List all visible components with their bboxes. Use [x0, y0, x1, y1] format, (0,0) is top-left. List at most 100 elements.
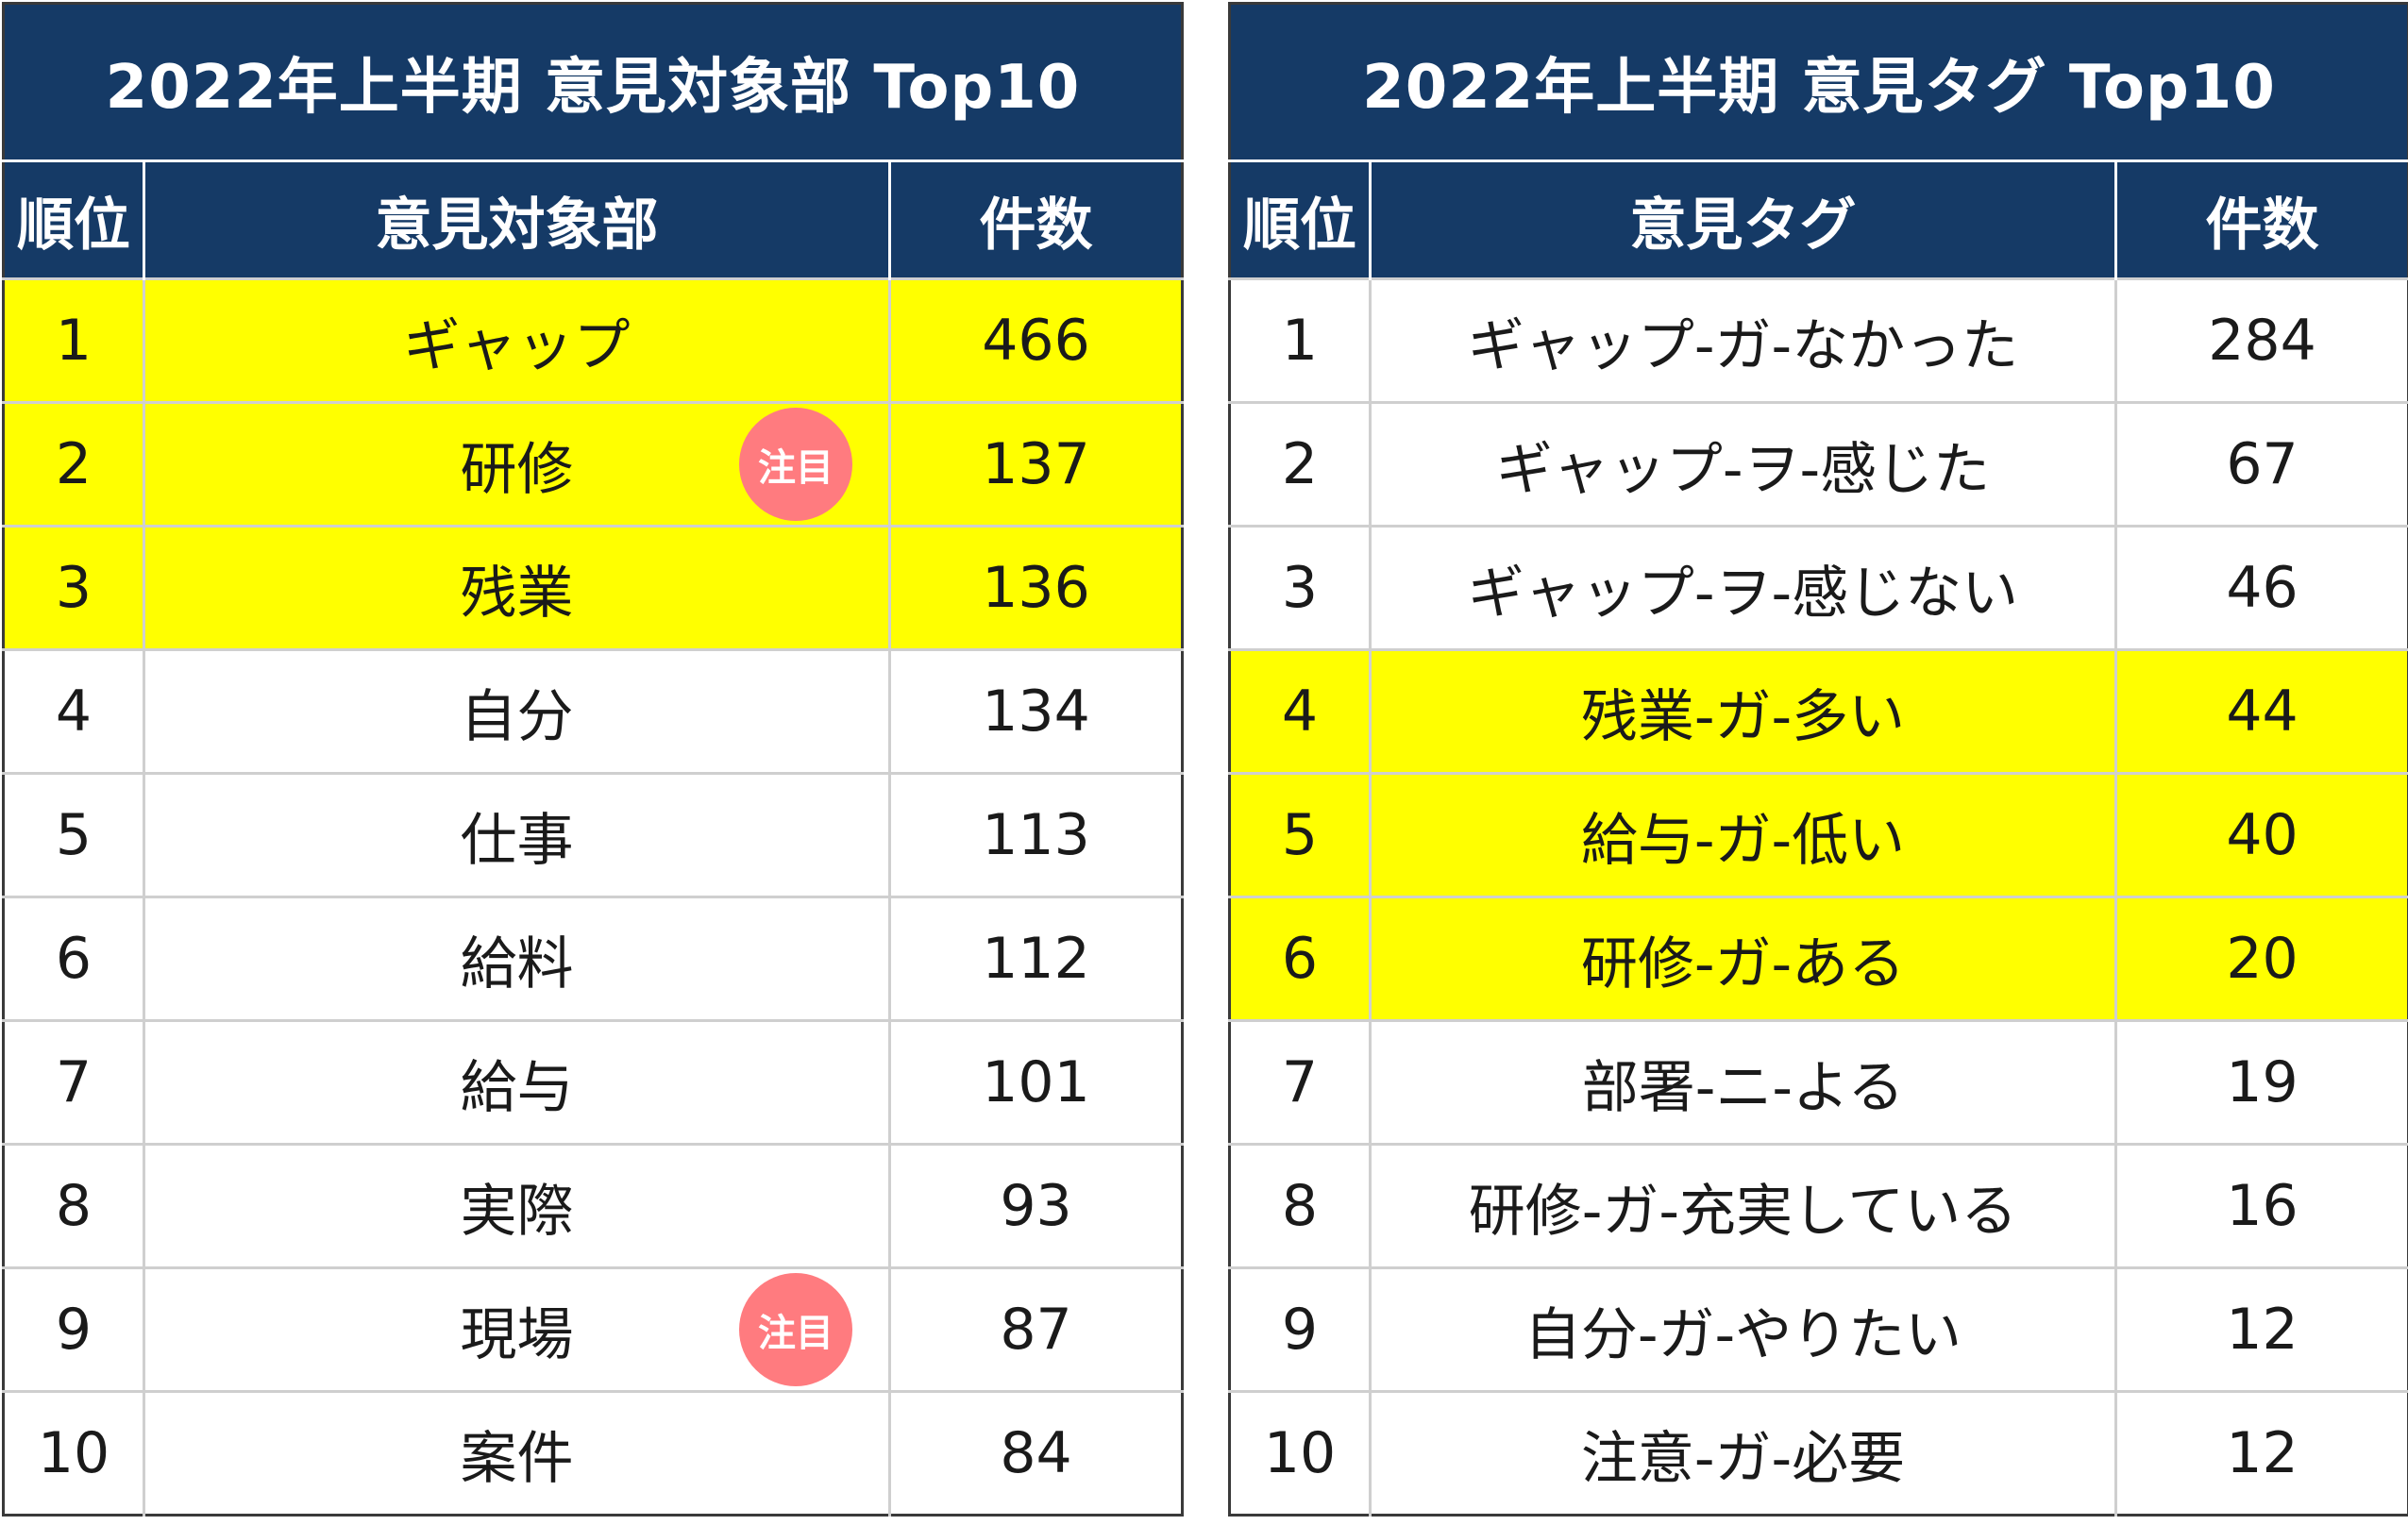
rank-cell: 5	[3, 772, 145, 897]
count-cell: 134	[889, 648, 1183, 774]
count-cell: 136	[889, 525, 1183, 650]
name-text: ギャップ-ヲ-感じない	[1467, 560, 2019, 627]
name-cell: 研修-ガ-ある	[1370, 896, 2117, 1021]
table-row: 9 自分-ガ-やりたい 12	[1229, 1266, 2408, 1392]
name-cell: ギャップ	[143, 277, 891, 403]
name-cell: 自分-ガ-やりたい	[1370, 1266, 2117, 1392]
count-cell: 137	[889, 401, 1183, 527]
name-cell: 案件	[143, 1390, 891, 1516]
name-text: 研修-ガ-ある	[1580, 930, 1906, 997]
name-text: 研修-ガ-充実している	[1468, 1178, 2018, 1245]
rank-cell: 8	[3, 1143, 145, 1268]
column-header-count: 件数	[889, 160, 1183, 279]
column-header-name: 意見タグ	[1370, 160, 2117, 279]
count-cell: 112	[889, 896, 1183, 1021]
column-header-rank: 順位	[3, 160, 145, 279]
tag-ranking-table: 2022年上半期 意見タグ Top10 順位 意見タグ 件数 1 ギャップ-ガ-な…	[1228, 2, 2408, 1517]
count-cell: 466	[889, 277, 1183, 403]
name-cell: 仕事	[143, 772, 891, 897]
table-row: 10 案件 84	[3, 1390, 1183, 1516]
count-cell: 113	[889, 772, 1183, 897]
name-cell: ギャップ-ガ-なかった	[1370, 277, 2117, 403]
rank-cell: 4	[1229, 648, 1372, 774]
rank-cell: 3	[1229, 525, 1372, 650]
count-cell: 12	[2115, 1266, 2408, 1392]
rank-cell: 10	[3, 1390, 145, 1516]
table-row: 2 研修 注目 137	[3, 401, 1183, 527]
name-cell: 現場 注目	[143, 1266, 891, 1392]
attention-badge: 注目	[739, 408, 852, 521]
name-text: 残業-ガ-多い	[1580, 683, 1906, 750]
count-cell: 20	[2115, 896, 2408, 1021]
name-cell: 研修-ガ-充実している	[1370, 1143, 2117, 1268]
rank-cell: 8	[1229, 1143, 1372, 1268]
rank-cell: 6	[1229, 896, 1372, 1021]
table-row: 6 給料 112	[3, 896, 1183, 1021]
rank-cell: 9	[1229, 1266, 1372, 1392]
name-cell: ギャップ-ヲ-感じた	[1370, 401, 2117, 527]
count-cell: 67	[2115, 401, 2408, 527]
rank-cell: 3	[3, 525, 145, 650]
table-row: 4 自分 134	[3, 648, 1183, 774]
table-row: 10 注意-ガ-必要 12	[1229, 1390, 2408, 1516]
count-cell: 16	[2115, 1143, 2408, 1268]
name-cell: 残業-ガ-多い	[1370, 648, 2117, 774]
name-text: 残業	[460, 560, 574, 627]
rank-cell: 7	[1229, 1019, 1372, 1145]
table-row: 1 ギャップ 466	[3, 277, 1183, 403]
table-row: 5 仕事 113	[3, 772, 1183, 897]
name-cell: 給与-ガ-低い	[1370, 772, 2117, 897]
name-cell: 注意-ガ-必要	[1370, 1390, 2117, 1516]
name-text: ギャップ-ガ-なかった	[1467, 312, 2019, 379]
column-header-rank: 順位	[1229, 160, 1372, 279]
name-text: ギャップ	[403, 312, 631, 379]
table-row: 9 現場 注目 87	[3, 1266, 1183, 1392]
rank-cell: 2	[3, 401, 145, 527]
table-row: 3 ギャップ-ヲ-感じない 46	[1229, 525, 2408, 650]
left-ranking-panel: 2022年上半期 意見対象部 Top10 順位 意見対象部 件数 1 ギャップ 46…	[2, 2, 1185, 1517]
rank-cell: 5	[1229, 772, 1372, 897]
name-cell: 残業	[143, 525, 891, 650]
name-text: 注意-ガ-必要	[1580, 1425, 1906, 1492]
count-cell: 44	[2115, 648, 2408, 774]
count-cell: 101	[889, 1019, 1183, 1145]
name-text: 研修	[460, 436, 574, 503]
count-cell: 93	[889, 1143, 1183, 1268]
subject-ranking-table: 2022年上半期 意見対象部 Top10 順位 意見対象部 件数 1 ギャップ 46…	[2, 2, 1185, 1517]
table-row: 4 残業-ガ-多い 44	[1229, 648, 2408, 774]
table-title: 2022年上半期 意見対象部 Top10	[3, 3, 1183, 162]
table-row: 8 研修-ガ-充実している 16	[1229, 1143, 2408, 1268]
rank-cell: 7	[3, 1019, 145, 1145]
name-text: 自分	[460, 683, 574, 750]
right-ranking-panel: 2022年上半期 意見タグ Top10 順位 意見タグ 件数 1 ギャップ-ガ-な…	[1228, 2, 2408, 1517]
name-text: 給与-ガ-低い	[1580, 807, 1906, 874]
rank-cell: 1	[3, 277, 145, 403]
name-cell: 研修 注目	[143, 401, 891, 527]
count-cell: 12	[2115, 1390, 2408, 1516]
count-cell: 46	[2115, 525, 2408, 650]
rank-cell: 2	[1229, 401, 1372, 527]
name-cell: 部署-ニ-よる	[1370, 1019, 2117, 1145]
name-cell: ギャップ-ヲ-感じない	[1370, 525, 2117, 650]
name-cell: 給与	[143, 1019, 891, 1145]
table-row: 1 ギャップ-ガ-なかった 284	[1229, 277, 2408, 403]
rank-cell: 9	[3, 1266, 145, 1392]
name-text: ギャップ-ヲ-感じた	[1495, 436, 1991, 503]
name-cell: 給料	[143, 896, 891, 1021]
rank-cell: 6	[3, 896, 145, 1021]
table-row: 3 残業 136	[3, 525, 1183, 650]
name-text: 仕事	[460, 807, 574, 874]
name-text: 自分-ガ-やりたい	[1524, 1301, 1962, 1368]
rank-cell: 4	[3, 648, 145, 774]
rank-cell: 1	[1229, 277, 1372, 403]
table-row: 6 研修-ガ-ある 20	[1229, 896, 2408, 1021]
table-row: 8 実際 93	[3, 1143, 1183, 1268]
count-cell: 40	[2115, 772, 2408, 897]
table-row: 5 給与-ガ-低い 40	[1229, 772, 2408, 897]
count-cell: 284	[2115, 277, 2408, 403]
column-header-count: 件数	[2115, 160, 2408, 279]
count-cell: 19	[2115, 1019, 2408, 1145]
name-cell: 実際	[143, 1143, 891, 1268]
table-row: 7 給与 101	[3, 1019, 1183, 1145]
table-title: 2022年上半期 意見タグ Top10	[1229, 3, 2408, 162]
